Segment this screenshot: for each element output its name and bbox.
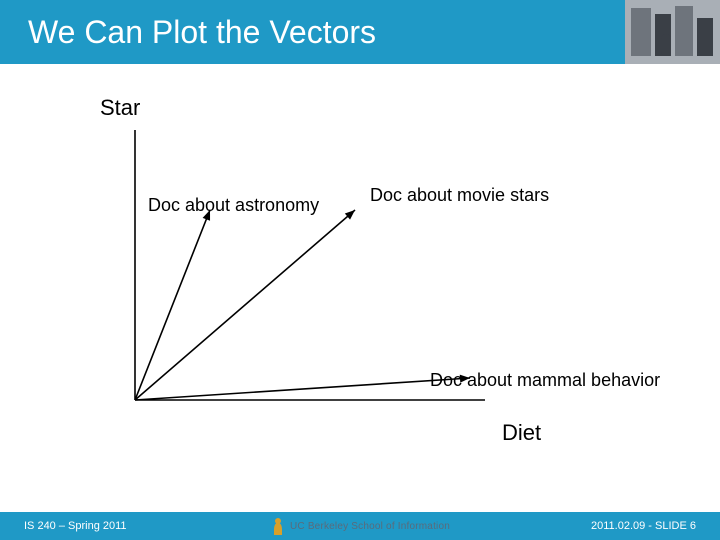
slide-root: We Can Plot the Vectors Star Diet Doc ab… — [0, 0, 720, 540]
footer-bar: IS 240 – Spring 2011 UC Berkeley School … — [0, 512, 720, 540]
slide-title: We Can Plot the Vectors — [0, 14, 376, 51]
footer-logo-text: UC Berkeley School of Information — [290, 521, 450, 532]
axis-x-label: Diet — [502, 420, 541, 446]
vector-astronomy — [135, 210, 210, 400]
header-photo — [625, 0, 720, 64]
footer-date-slide: 2011.02.09 - SLIDE 6 — [591, 520, 696, 532]
title-bar: We Can Plot the Vectors — [0, 0, 720, 64]
footer-logo: UC Berkeley School of Information — [270, 517, 450, 535]
vector-chart — [115, 130, 495, 420]
berkeley-logo-icon — [270, 517, 286, 535]
vector-mammal-behavior — [135, 375, 470, 400]
footer-course: IS 240 – Spring 2011 — [24, 520, 127, 532]
vector-movie-stars — [135, 210, 355, 400]
axis-y-label: Star — [100, 95, 140, 121]
